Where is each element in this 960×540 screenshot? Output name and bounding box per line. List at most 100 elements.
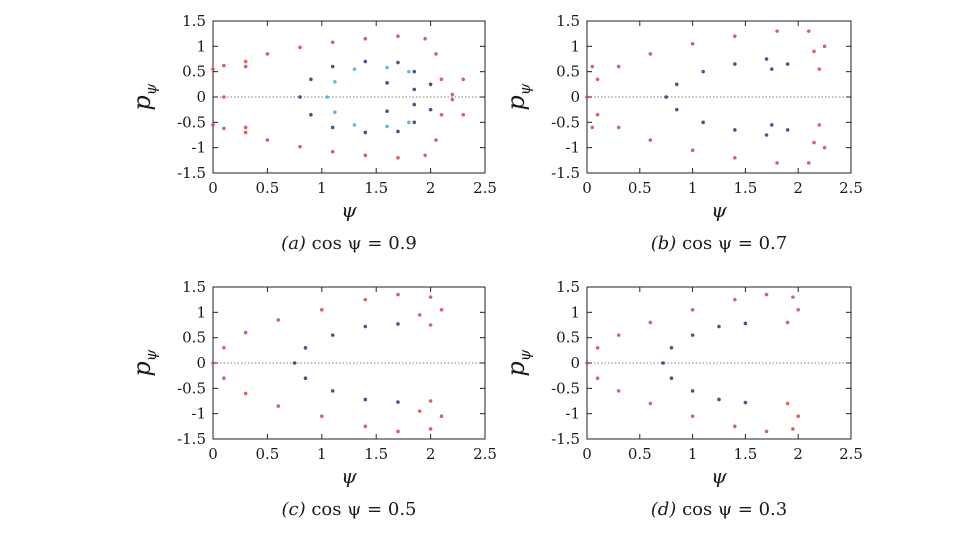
data-point xyxy=(396,129,400,134)
x-tick-label: 0 xyxy=(208,179,218,197)
data-point xyxy=(363,324,368,329)
x-tick-label: 1.5 xyxy=(364,445,388,463)
data-point xyxy=(330,149,335,154)
data-point xyxy=(785,320,790,325)
data-point xyxy=(595,376,600,381)
y-tick-label: -0.5 xyxy=(551,379,580,397)
data-point xyxy=(303,346,308,350)
data-point xyxy=(664,95,668,99)
data-point xyxy=(690,389,695,393)
data-point xyxy=(595,346,600,350)
data-point xyxy=(690,308,695,312)
series-0 xyxy=(585,292,800,434)
data-point xyxy=(222,126,226,131)
series-1 xyxy=(292,322,400,404)
data-point xyxy=(812,49,816,54)
x-tick-label: 2.5 xyxy=(839,445,863,463)
data-point xyxy=(775,161,779,165)
data-point xyxy=(363,424,368,429)
series-2 xyxy=(325,65,411,129)
data-point xyxy=(222,346,226,350)
x-tick-label: 1 xyxy=(688,445,698,463)
data-point xyxy=(396,322,400,326)
y-tick-label: 1 xyxy=(570,303,580,321)
data-point xyxy=(309,112,313,117)
x-tick-label: 0 xyxy=(208,445,218,463)
x-tick-label: 0.5 xyxy=(255,445,279,463)
data-point xyxy=(616,389,621,393)
data-point xyxy=(363,59,368,64)
data-point xyxy=(417,313,422,317)
data-point xyxy=(333,110,337,114)
x-tick-label: 1.5 xyxy=(733,445,757,463)
data-point xyxy=(717,397,721,402)
data-point xyxy=(211,67,215,71)
data-point xyxy=(396,156,400,160)
data-point xyxy=(292,361,297,365)
data-point xyxy=(764,57,769,61)
data-point xyxy=(265,138,270,142)
data-point xyxy=(243,64,248,69)
series-0 xyxy=(585,29,827,165)
data-point xyxy=(434,52,438,56)
data-point xyxy=(733,128,737,132)
data-point xyxy=(428,295,433,299)
panel-caption: (d) cos ψ = 0.3 xyxy=(651,499,787,520)
x-tick-label: 2 xyxy=(426,445,436,463)
y-axis-label: pψ xyxy=(128,349,160,376)
data-point xyxy=(423,36,427,41)
data-point xyxy=(330,40,335,45)
data-point xyxy=(428,399,433,403)
data-point xyxy=(690,42,695,46)
data-point xyxy=(616,64,621,69)
data-point xyxy=(407,69,411,74)
data-point xyxy=(439,414,444,419)
data-point xyxy=(817,123,822,127)
data-point xyxy=(298,144,302,149)
series-0 xyxy=(211,292,444,434)
data-point xyxy=(669,346,674,350)
y-tick-label: 1 xyxy=(196,303,206,321)
y-tick-label: -0.5 xyxy=(177,379,206,397)
data-point xyxy=(333,80,337,84)
data-point xyxy=(733,424,737,429)
data-point xyxy=(764,292,769,297)
y-tick-label: 0 xyxy=(196,354,206,372)
data-point xyxy=(733,34,737,38)
data-point xyxy=(320,414,324,419)
data-point xyxy=(439,77,444,82)
data-point xyxy=(461,77,466,82)
data-point xyxy=(595,77,600,82)
data-point xyxy=(450,97,455,102)
y-tick-label: -1.5 xyxy=(177,430,206,448)
y-tick-label: -1 xyxy=(191,139,206,157)
data-point xyxy=(396,292,400,297)
data-point xyxy=(243,391,248,396)
data-point xyxy=(585,361,589,365)
data-point xyxy=(363,153,368,158)
data-point xyxy=(428,427,433,431)
data-point xyxy=(243,125,248,130)
data-point xyxy=(796,414,800,419)
x-tick-label: 2.5 xyxy=(473,179,497,197)
data-point xyxy=(674,82,679,87)
data-point xyxy=(822,145,827,150)
data-point xyxy=(363,397,368,402)
x-axis-label: ψ xyxy=(711,464,727,488)
data-point xyxy=(791,295,795,299)
y-tick-label: -1.5 xyxy=(177,164,206,182)
x-tick-label: 1 xyxy=(317,445,327,463)
y-tick-label: -1 xyxy=(191,405,206,423)
data-point xyxy=(648,138,653,142)
y-tick-label: 1.5 xyxy=(556,278,580,296)
data-point xyxy=(211,123,215,127)
data-point xyxy=(701,69,705,74)
data-point xyxy=(385,65,389,70)
x-tick-label: 1 xyxy=(688,179,698,197)
data-point xyxy=(764,429,769,434)
data-point xyxy=(385,81,389,85)
data-point xyxy=(796,308,800,312)
data-point xyxy=(743,400,748,405)
data-point xyxy=(243,330,248,335)
